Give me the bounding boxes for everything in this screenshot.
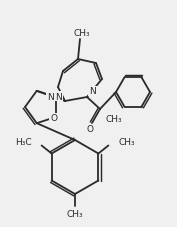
Text: CH₃: CH₃ [74,28,90,37]
Text: N: N [89,87,96,96]
Text: O: O [50,114,57,123]
Text: CH₃: CH₃ [67,210,83,219]
Text: CH₃: CH₃ [118,137,135,146]
Text: CH₃: CH₃ [106,115,122,124]
Text: O: O [87,125,93,134]
Text: H₃C: H₃C [15,137,32,146]
Text: N: N [55,92,62,101]
Text: N: N [47,92,54,101]
